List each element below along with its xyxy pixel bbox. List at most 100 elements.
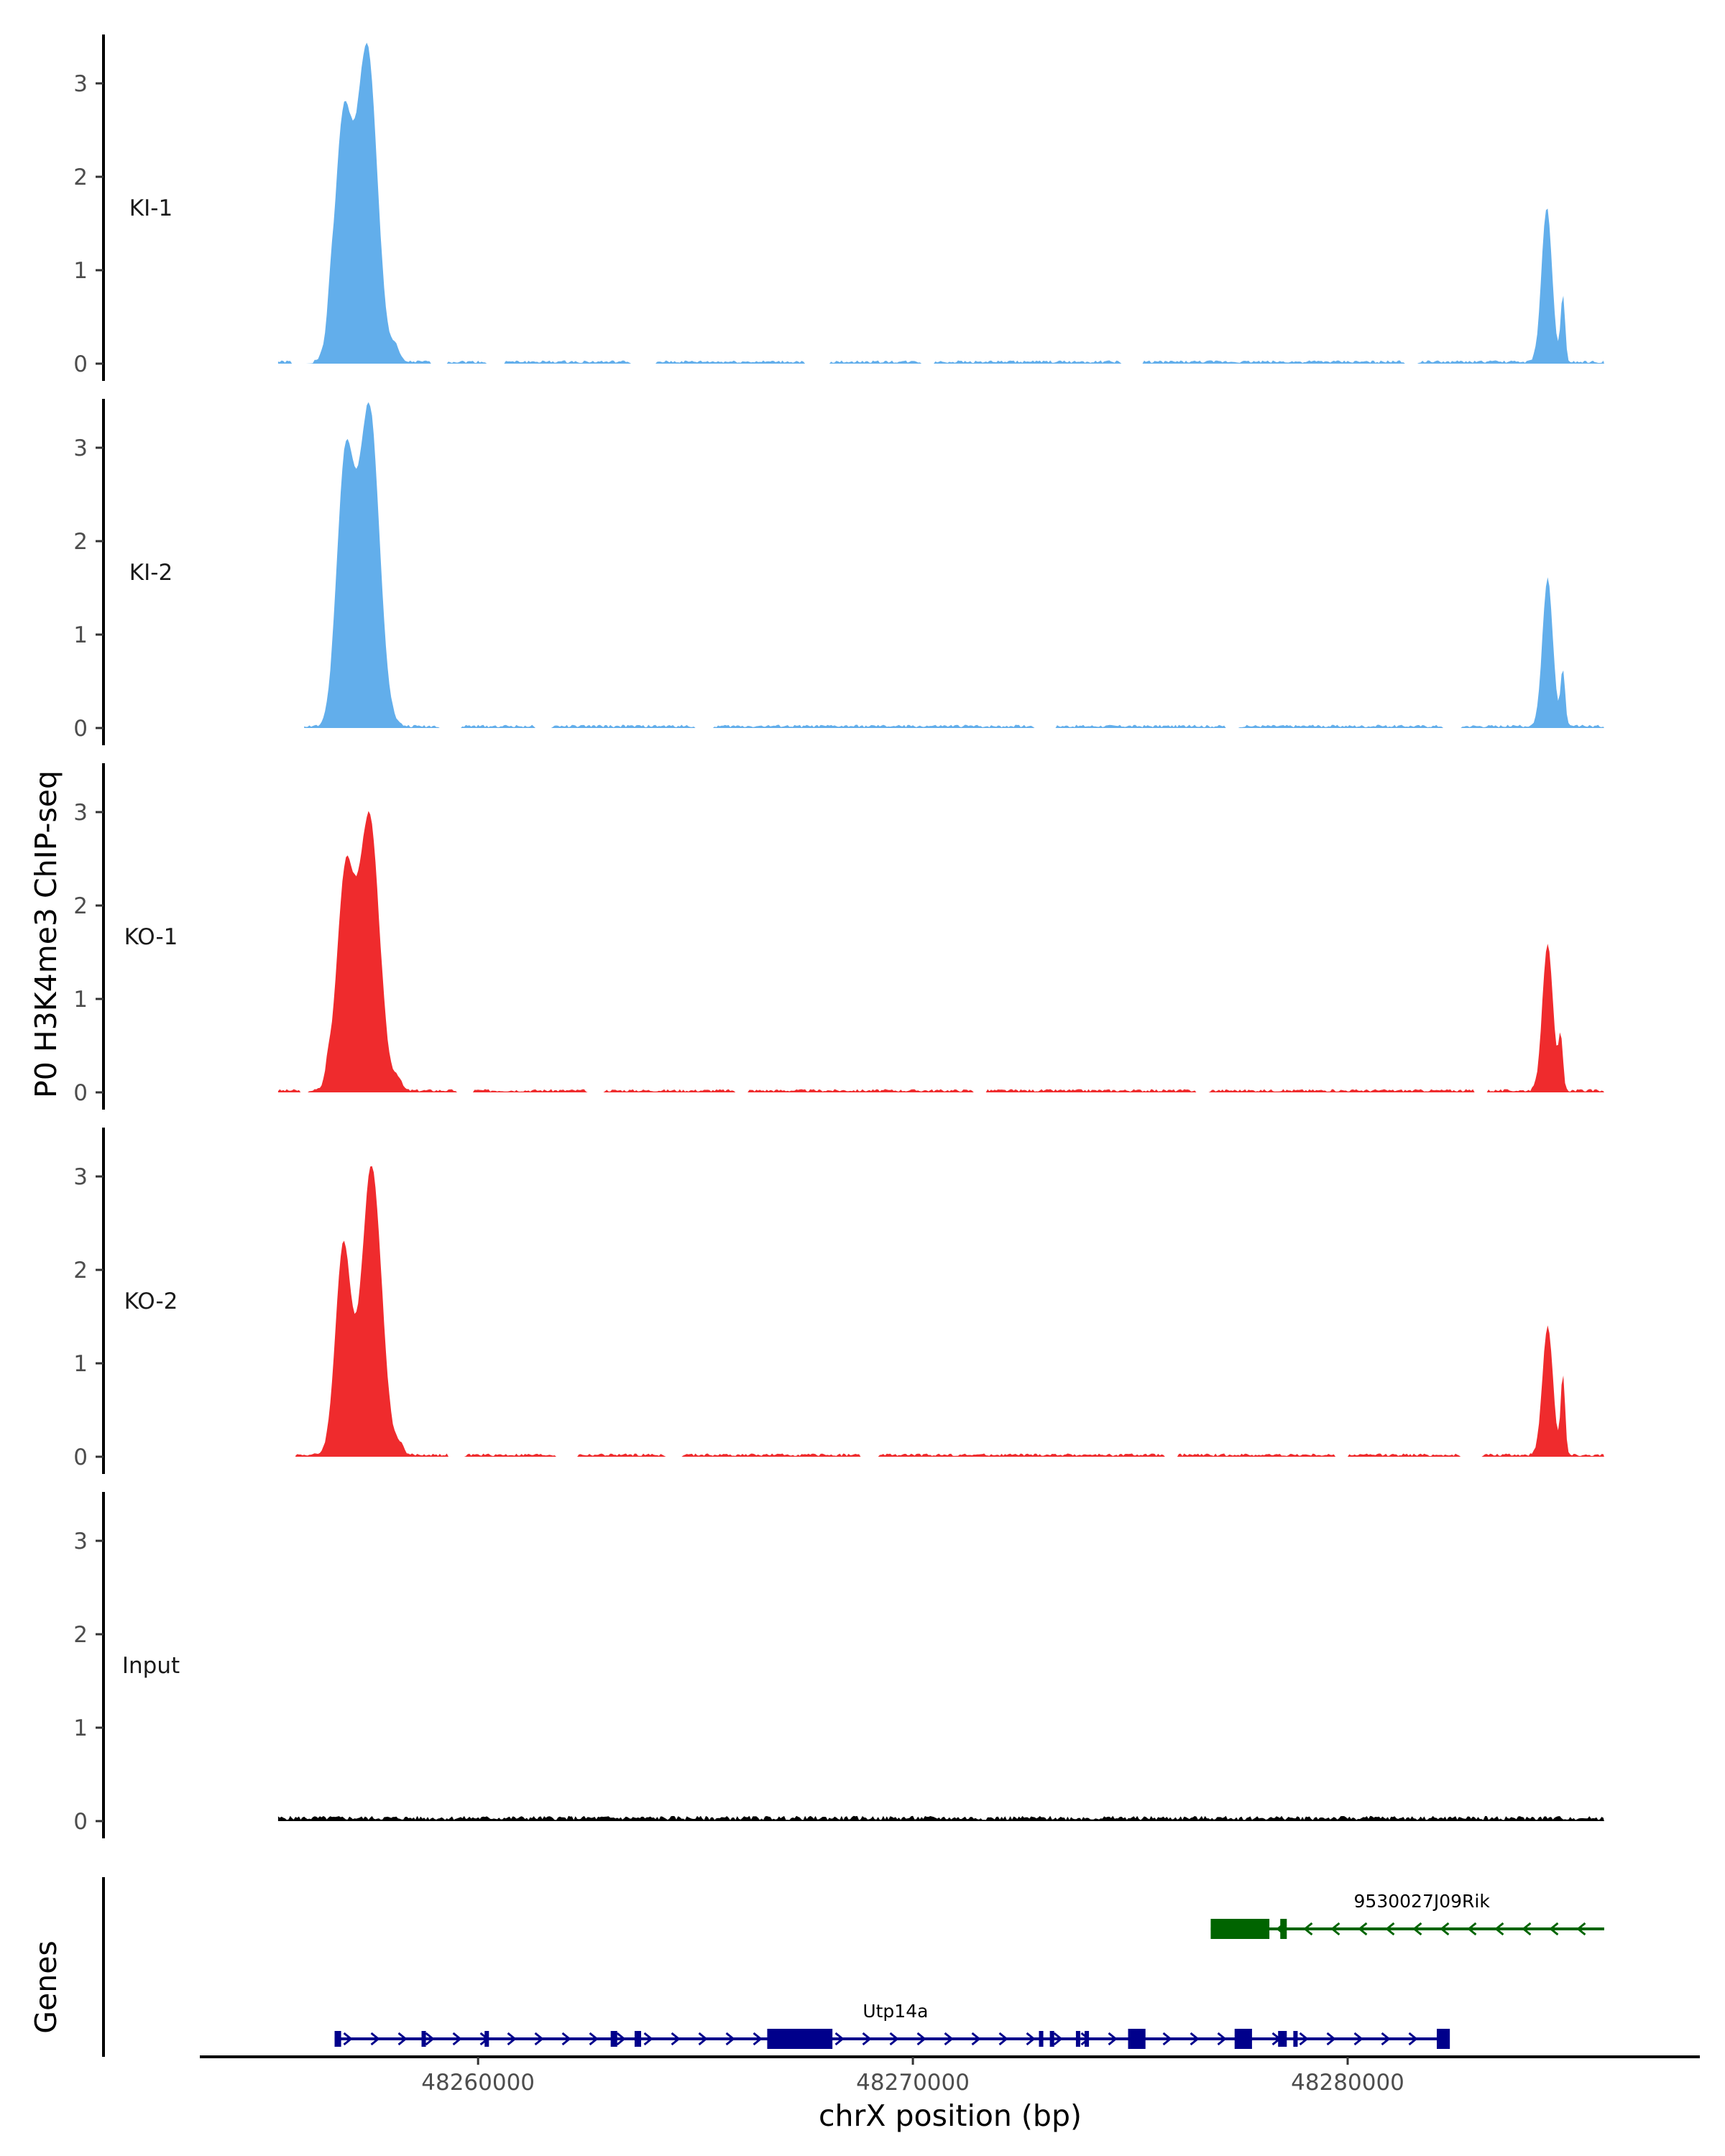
gene-exon [421,2031,426,2047]
y-tick-label: 2 [73,1258,88,1284]
strand-arrow [1576,1922,1586,1936]
strand-arrow [1408,2032,1418,2046]
track-ki-1: 0 1 2 3 KI-1 [73,34,1604,381]
genes-panel-title: Genes [29,1940,63,2034]
y-tick-label: 0 [73,1809,88,1835]
gene-exon [767,2029,833,2049]
strand-arrow [725,2032,735,2046]
y-tick-label: 1 [73,622,88,648]
gene-name-label: 9530027J09Rik [1354,1891,1491,1912]
gene-exon [1128,2029,1146,2049]
y-tick-label: 1 [73,1715,88,1741]
track-label: KI-2 [129,560,172,586]
y-tick-label: 1 [73,987,88,1013]
strand-arrow [1549,1922,1559,1936]
strand-arrow [616,2032,626,2046]
strand-arrow [397,2032,408,2046]
strand-arrow [1385,1922,1395,1936]
track-label: KI-1 [129,195,172,221]
strand-arrow [343,2032,353,2046]
gene-exon [1278,2031,1287,2047]
strand-arrow [1162,2032,1172,2046]
strand-arrow [1412,1922,1422,1936]
y-tick-label: 3 [73,800,88,826]
track-label: Input [122,1653,180,1679]
strand-arrow [971,2032,981,2046]
y-tick-label: 2 [73,893,88,919]
coverage-tracks: 0 1 2 3 KI-1 0 1 2 3 KI-2 0 1 2 3 KO-1 0 1 2 3 KO-2 0 1 2 3 Inpu… [73,34,1604,1838]
y-tick-label: 0 [73,716,88,742]
strand-arrow [425,2032,435,2046]
strand-arrow [1326,2032,1336,2046]
strand-arrow [561,2032,571,2046]
strand-arrow [1440,1922,1450,1936]
strand-arrow [916,2032,926,2046]
coverage-area [277,42,1604,364]
x-tick-label: 48260000 [421,2070,535,2096]
strand-arrow [698,2032,708,2046]
gene-exon [634,2031,642,2047]
x-tick-label: 48270000 [856,2070,970,2096]
strand-arrow [1303,1922,1313,1936]
gene-exon [610,2031,617,2047]
strand-arrow [862,2032,872,2046]
strand-arrow [1358,1922,1368,1936]
strand-arrow [1053,2032,1063,2046]
gene-exon [1039,2031,1044,2047]
strand-arrow [1217,2032,1227,2046]
track-ko-2: 0 1 2 3 KO-2 [73,1128,1604,1474]
y-tick-label: 3 [73,71,88,97]
strand-arrow [1108,2032,1118,2046]
gene-exon [1234,2029,1252,2049]
strand-arrow [944,2032,954,2046]
gene-exon [1437,2029,1450,2049]
y-tick-label: 3 [73,1529,88,1554]
gene-exon [1293,2031,1298,2047]
strand-arrow [643,2032,653,2046]
strand-arrow [834,2032,845,2046]
x-tick-label: 48280000 [1291,2070,1404,2096]
strand-arrow [1522,1922,1532,1936]
coverage-area [277,1815,1604,1821]
y-tick-label: 0 [73,351,88,377]
track-ko-1: 0 1 2 3 KO-1 [73,763,1604,1110]
y-tick-label: 1 [73,1351,88,1377]
y-tick-label: 3 [73,1164,88,1190]
gene-exon [484,2031,489,2047]
strand-arrow [1330,1922,1340,1936]
gene-exon [1049,2031,1054,2047]
strand-arrow [507,2032,517,2046]
y-tick-label: 0 [73,1445,88,1470]
gene-exon [1075,2031,1080,2047]
y-tick-label: 3 [73,436,88,461]
gene-utp14a: Utp14a [334,2001,1450,2049]
track-ki-2: 0 1 2 3 KI-2 [73,399,1604,745]
strand-arrow [1494,1922,1504,1936]
genes-panel: Genes Utp14a 9530027J09Rik [29,1877,1604,2057]
strand-arrow [1299,2032,1309,2046]
coverage-area [304,402,1604,728]
strand-arrow [889,2032,899,2046]
strand-arrow [1467,1922,1477,1936]
y-axis-title: P0 H3K4me3 ChIP-seq [29,770,63,1098]
strand-arrow [671,2032,681,2046]
gene-exon [334,2031,341,2047]
strand-arrow [534,2032,544,2046]
track-label: KO-1 [124,924,178,950]
gene-exon [1085,2031,1090,2047]
strand-arrow [452,2032,462,2046]
gene-name-label: Utp14a [862,2001,928,2022]
gene-exon [1210,1919,1270,1939]
coverage-area [277,811,1604,1092]
y-tick-label: 2 [73,529,88,555]
y-tick-label: 1 [73,258,88,284]
strand-arrow [370,2032,380,2046]
y-tick-label: 2 [73,1622,88,1648]
x-axis-title: chrX position (bp) [819,2099,1082,2133]
strand-arrow [1353,2032,1363,2046]
gene-9530027j09rik: 9530027J09Rik [1210,1891,1604,1939]
strand-arrow [1381,2032,1391,2046]
x-axis: chrX position (bp) 48260000 48270000 48280… [200,2055,1700,2133]
strand-arrow [1026,2032,1036,2046]
